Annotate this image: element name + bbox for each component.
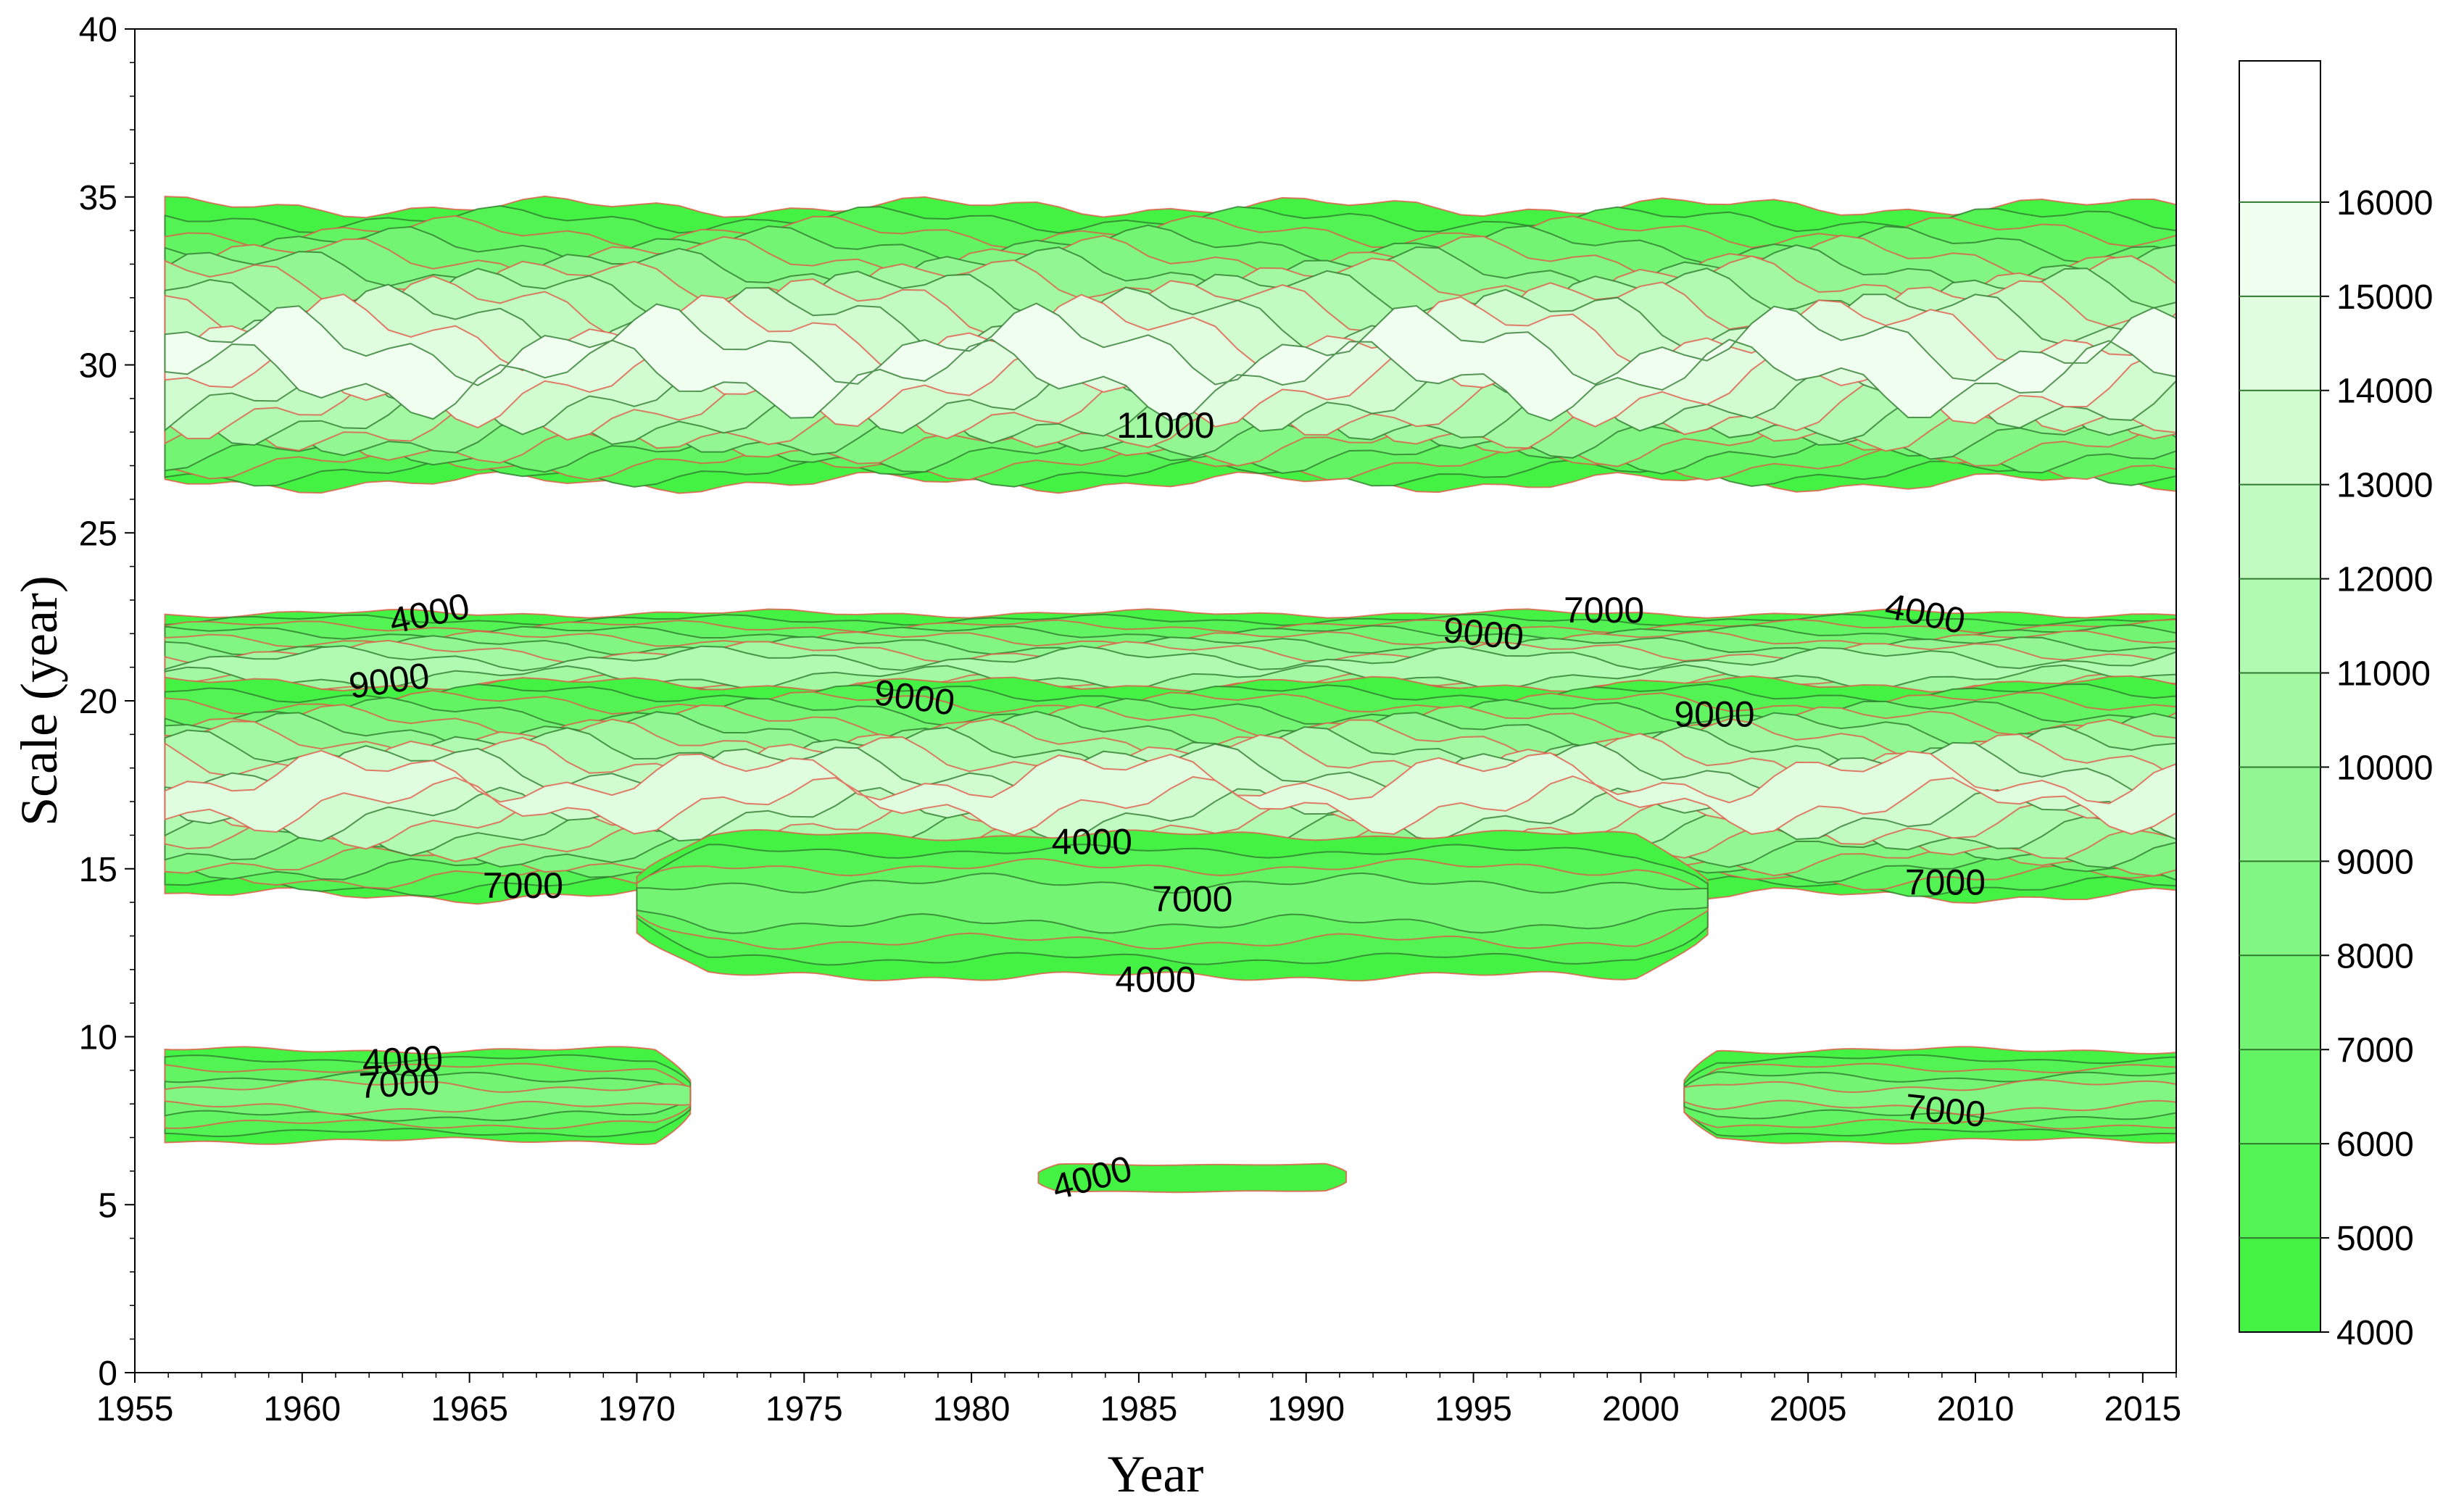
y-tick-label: 30 bbox=[79, 347, 117, 386]
y-tick-label: 20 bbox=[79, 683, 117, 721]
x-axis: 1955 1960 1965 1970 1975 1980 1985 1990 1995 2000… bbox=[96, 1373, 2181, 1428]
x-axis-title: Year bbox=[1108, 1445, 1204, 1503]
colorbar-swatch bbox=[2239, 861, 2320, 956]
y-tick-label: 15 bbox=[79, 851, 117, 889]
y-tick-label: 0 bbox=[98, 1355, 117, 1393]
y-tick-label: 35 bbox=[79, 179, 117, 217]
contour-level-4000 bbox=[1037, 1162, 1348, 1194]
colorbar-tick-label: 12000 bbox=[2336, 561, 2433, 599]
colorbar-tick-label: 9000 bbox=[2336, 843, 2414, 881]
x-tick-label: 1955 bbox=[96, 1390, 174, 1428]
colorbar-tick-label: 14000 bbox=[2336, 373, 2433, 411]
colorbar-tick-label: 16000 bbox=[2336, 184, 2433, 222]
colorbar-swatch bbox=[2239, 201, 2320, 296]
colorbar-swatch bbox=[2239, 1238, 2320, 1332]
contour-level-8000 bbox=[164, 1078, 692, 1115]
contour-band-band-8-right bbox=[1683, 1046, 2176, 1145]
contour-level-11000 bbox=[164, 645, 2176, 691]
x-tick-label: 1970 bbox=[598, 1390, 676, 1428]
colorbar-swatch bbox=[2239, 61, 2320, 202]
colorbar-tick-label: 15000 bbox=[2336, 278, 2433, 317]
y-axis: 0 5 10 15 20 25 30 35 40 bbox=[79, 11, 135, 1393]
x-tick-label: 1995 bbox=[1435, 1390, 1512, 1428]
colorbar-tick-label: 4000 bbox=[2336, 1314, 2414, 1352]
contour-plot-area bbox=[164, 195, 2176, 1194]
colorbar-tick-label: 10000 bbox=[2336, 749, 2433, 787]
x-tick-label: 1980 bbox=[933, 1390, 1011, 1428]
x-tick-label: 2005 bbox=[1770, 1390, 1847, 1428]
y-axis-title: Scale (year) bbox=[10, 575, 68, 826]
contour-band-band-17 bbox=[164, 675, 2176, 905]
contour-label: 7000 bbox=[1903, 1086, 1987, 1135]
contour-level-14000 bbox=[164, 749, 2176, 836]
colorbar-swatch bbox=[2239, 1144, 2320, 1239]
x-tick-label: 1960 bbox=[263, 1390, 341, 1428]
colorbar-swatch bbox=[2239, 296, 2320, 391]
contour-label: 9000 bbox=[1441, 610, 1525, 658]
colorbar-swatch bbox=[2239, 578, 2320, 673]
colorbar-swatch bbox=[2239, 1049, 2320, 1144]
x-tick-label: 1965 bbox=[431, 1390, 508, 1428]
contour-level-7000 bbox=[636, 872, 1709, 934]
colorbar-frame bbox=[2239, 60, 2321, 1333]
y-tick-label: 5 bbox=[98, 1186, 117, 1225]
contour-label: 7000 bbox=[358, 1062, 441, 1107]
colorbar-tick-label: 5000 bbox=[2336, 1220, 2414, 1258]
colorbar-swatch bbox=[2239, 484, 2320, 579]
colorbar-tick-label: 8000 bbox=[2336, 937, 2414, 975]
contour-band-band-8-left bbox=[164, 1046, 692, 1145]
colorbar-swatch bbox=[2239, 767, 2320, 862]
x-tick-label: 2015 bbox=[2104, 1390, 2181, 1428]
contour-label: 4000 bbox=[361, 1038, 444, 1083]
x-tick-label: 2010 bbox=[1937, 1390, 2015, 1428]
contour-band-band-29 bbox=[164, 195, 2176, 494]
colorbar-tick-label: 7000 bbox=[2336, 1031, 2414, 1070]
y-tick-label: 40 bbox=[79, 11, 117, 49]
contour-label: 4000 bbox=[1052, 822, 1132, 862]
y-tick-label: 10 bbox=[79, 1019, 117, 1057]
contour-level-15000 bbox=[164, 302, 2176, 423]
contour-label: 11000 bbox=[1116, 405, 1214, 446]
contour-label: 7000 bbox=[1564, 590, 1644, 631]
contour-band-band-14 bbox=[636, 828, 1709, 982]
contour-label: 4000 bbox=[1115, 960, 1195, 1000]
x-tick-label: 1975 bbox=[766, 1390, 843, 1428]
colorbar-tick-label: 13000 bbox=[2336, 467, 2433, 505]
contour-band-band-6 bbox=[1037, 1162, 1348, 1194]
colorbar-swatch bbox=[2239, 955, 2320, 1050]
colorbar-tick-label: 6000 bbox=[2336, 1126, 2414, 1164]
colorbar: 4000 5000 6000 7000 8000 9000 10000 11000 12000 1… bbox=[2239, 60, 2433, 1352]
x-tick-label: 2000 bbox=[1602, 1390, 1680, 1428]
x-tick-label: 1985 bbox=[1100, 1390, 1178, 1428]
contour-label: 9000 bbox=[1674, 694, 1754, 735]
contour-label: 7000 bbox=[1152, 878, 1232, 919]
contour-label: 7000 bbox=[483, 865, 563, 906]
x-tick-label: 1990 bbox=[1267, 1390, 1345, 1428]
colorbar-tick-label: 11000 bbox=[2336, 655, 2431, 694]
y-tick-label: 25 bbox=[79, 515, 117, 553]
contour-label: 4000 bbox=[1048, 1148, 1136, 1208]
contour-label: 7000 bbox=[1905, 862, 1986, 902]
colorbar-swatch bbox=[2239, 390, 2320, 485]
colorbar-swatch bbox=[2239, 673, 2320, 767]
contour-level-8000 bbox=[1683, 1078, 2176, 1116]
